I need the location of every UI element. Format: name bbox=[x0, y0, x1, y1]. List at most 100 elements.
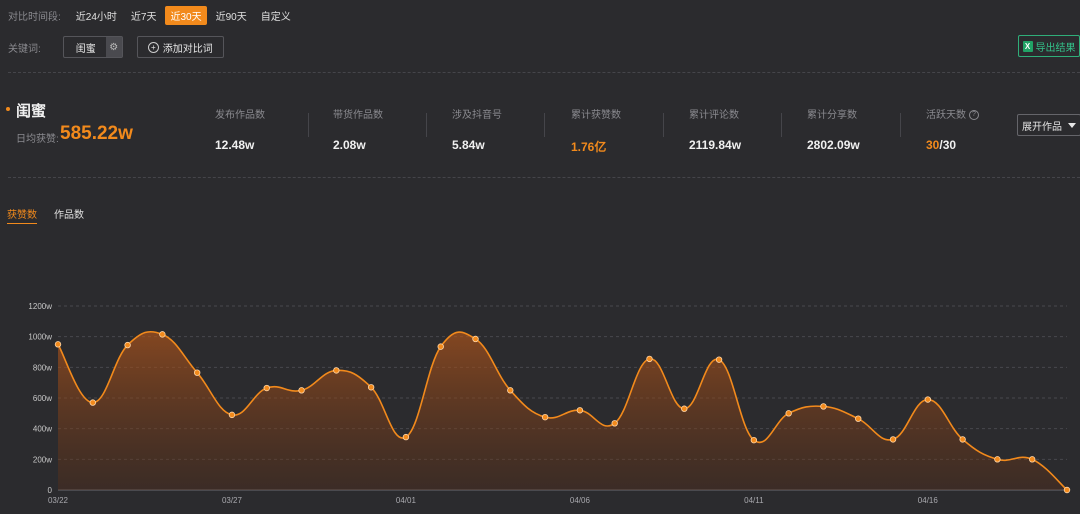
data-point bbox=[263, 384, 270, 392]
expand-works-label: 展开作品 bbox=[1022, 121, 1062, 133]
avg-likes-label: 日均获赞: bbox=[16, 134, 59, 145]
stat-label: 累计分享数 bbox=[807, 110, 857, 121]
tab-works[interactable]: 作品数 bbox=[54, 210, 84, 221]
time-option-90d[interactable]: 近90天 bbox=[215, 11, 247, 23]
add-keyword-label: 添加对比词 bbox=[162, 43, 213, 55]
data-point bbox=[437, 343, 444, 350]
stat-separator bbox=[544, 113, 545, 137]
stat-value: 30/30 bbox=[926, 138, 979, 152]
data-point bbox=[472, 335, 479, 343]
stat-total-shares: 累计分享数 2802.09w bbox=[807, 106, 860, 152]
plus-circle-icon: + bbox=[147, 41, 159, 53]
data-point bbox=[124, 341, 131, 349]
likes-area-chart: 0 200w 400w 600w 800w 1000w 1200w 03/22 03/27 04/… bbox=[28, 302, 1071, 505]
bullet-icon bbox=[6, 107, 10, 112]
x-tick-label: 04/01 bbox=[396, 496, 417, 505]
time-filter-label: 对比时间段: bbox=[8, 11, 61, 23]
stat-label: 涉及抖音号 bbox=[452, 110, 502, 121]
caret-down-icon bbox=[1068, 122, 1076, 128]
stat-value: 2802.09w bbox=[807, 138, 860, 152]
divider bbox=[8, 177, 1080, 178]
data-point bbox=[889, 436, 897, 443]
help-icon[interactable]: ? bbox=[969, 110, 979, 121]
y-tick-label: 1200w bbox=[28, 302, 52, 311]
stat-value: 1.76亿 bbox=[571, 140, 607, 154]
data-point bbox=[785, 410, 792, 417]
time-option-7d[interactable]: 近7天 bbox=[130, 11, 157, 23]
divider bbox=[8, 72, 1080, 73]
area-fill bbox=[58, 331, 1067, 490]
y-tick-label: 400w bbox=[33, 425, 52, 434]
data-point bbox=[611, 420, 618, 427]
keyword-bar: 关键词: 闺蜜 ⚙ + 添加对比词 bbox=[0, 36, 224, 58]
y-tick-label: 600w bbox=[33, 394, 52, 403]
data-point bbox=[367, 384, 375, 391]
stat-label: 累计获赞数 bbox=[571, 110, 621, 121]
keyword-chip[interactable]: 闺蜜 ⚙ bbox=[62, 36, 123, 58]
keyword-label: 关键词: bbox=[8, 43, 41, 55]
active-days-count: 30 bbox=[926, 138, 940, 152]
time-option-custom[interactable]: 自定义 bbox=[260, 11, 291, 23]
active-days-total: /30 bbox=[939, 138, 957, 152]
add-keyword-button[interactable]: + 添加对比词 bbox=[136, 36, 224, 58]
y-tick-label: 800w bbox=[33, 363, 52, 372]
stat-accounts: 涉及抖音号 5.84w bbox=[452, 106, 502, 152]
data-point bbox=[402, 433, 410, 441]
export-button[interactable]: X 导出结果 bbox=[1018, 35, 1080, 57]
data-point bbox=[681, 405, 688, 412]
stat-commerce-posts: 带货作品数 2.08w bbox=[333, 106, 383, 152]
stat-label: 带货作品数 bbox=[333, 110, 383, 121]
stat-value: 12.48w bbox=[215, 138, 255, 152]
stat-label-text: 活跃天数 bbox=[926, 110, 966, 121]
time-option-30d[interactable]: 近30天 bbox=[165, 5, 207, 25]
gear-icon[interactable]: ⚙ bbox=[105, 37, 122, 57]
data-point bbox=[750, 436, 758, 444]
x-tick-label: 03/27 bbox=[222, 496, 243, 505]
x-tick-label: 03/22 bbox=[48, 496, 69, 505]
stat-separator bbox=[308, 113, 309, 137]
stat-separator bbox=[900, 113, 901, 137]
data-point bbox=[715, 356, 723, 363]
y-tick-label: 1000w bbox=[28, 333, 52, 342]
data-point bbox=[924, 396, 932, 403]
x-tick-label: 04/11 bbox=[744, 496, 764, 505]
data-point bbox=[646, 355, 653, 363]
stat-value: 2119.84w bbox=[689, 138, 742, 152]
x-tick-label: 04/06 bbox=[570, 496, 591, 505]
stat-total-likes: 累计获赞数 1.76亿 bbox=[571, 106, 621, 155]
stat-total-comments: 累计评论数 2119.84w bbox=[689, 106, 741, 152]
data-point bbox=[855, 415, 862, 422]
export-label: 导出结果 bbox=[1035, 42, 1076, 54]
stat-label: 活跃天数? bbox=[926, 106, 979, 121]
keyword-value: 闺蜜 bbox=[75, 43, 96, 55]
stat-separator bbox=[426, 113, 427, 137]
stat-value: 5.84w bbox=[452, 138, 485, 152]
data-point bbox=[541, 413, 549, 421]
time-option-24h[interactable]: 近24小时 bbox=[75, 11, 117, 23]
excel-icon: X bbox=[1022, 40, 1033, 52]
tab-likes[interactable]: 获赞数 bbox=[7, 206, 37, 224]
data-point bbox=[159, 331, 166, 338]
y-tick-label: 0 bbox=[48, 486, 53, 495]
data-point bbox=[333, 367, 340, 374]
data-point bbox=[1029, 456, 1036, 463]
data-point bbox=[507, 387, 514, 394]
stat-label: 累计评论数 bbox=[689, 110, 739, 121]
data-point bbox=[820, 403, 827, 410]
summary-title-text: 闺蜜 bbox=[16, 103, 47, 120]
stat-active-days: 活跃天数? 30/30 bbox=[926, 106, 979, 152]
data-point bbox=[994, 456, 1001, 463]
y-tick-label: 200w bbox=[33, 455, 52, 464]
data-point bbox=[959, 436, 966, 443]
time-filter-bar: 对比时间段: 近24小时 近7天 近30天 近90天 自定义 bbox=[0, 5, 300, 25]
stat-separator bbox=[663, 113, 664, 137]
stat-posts: 发布作品数 12.48w bbox=[215, 106, 265, 152]
expand-works-dropdown[interactable]: 展开作品 bbox=[1017, 114, 1080, 136]
avg-likes-value: 585.22w bbox=[60, 123, 133, 144]
data-point bbox=[228, 411, 236, 419]
x-tick-label: 04/16 bbox=[918, 496, 939, 505]
data-point bbox=[89, 399, 96, 406]
stat-label: 发布作品数 bbox=[215, 110, 265, 121]
data-point bbox=[298, 387, 305, 394]
stat-value: 2.08w bbox=[333, 138, 366, 152]
